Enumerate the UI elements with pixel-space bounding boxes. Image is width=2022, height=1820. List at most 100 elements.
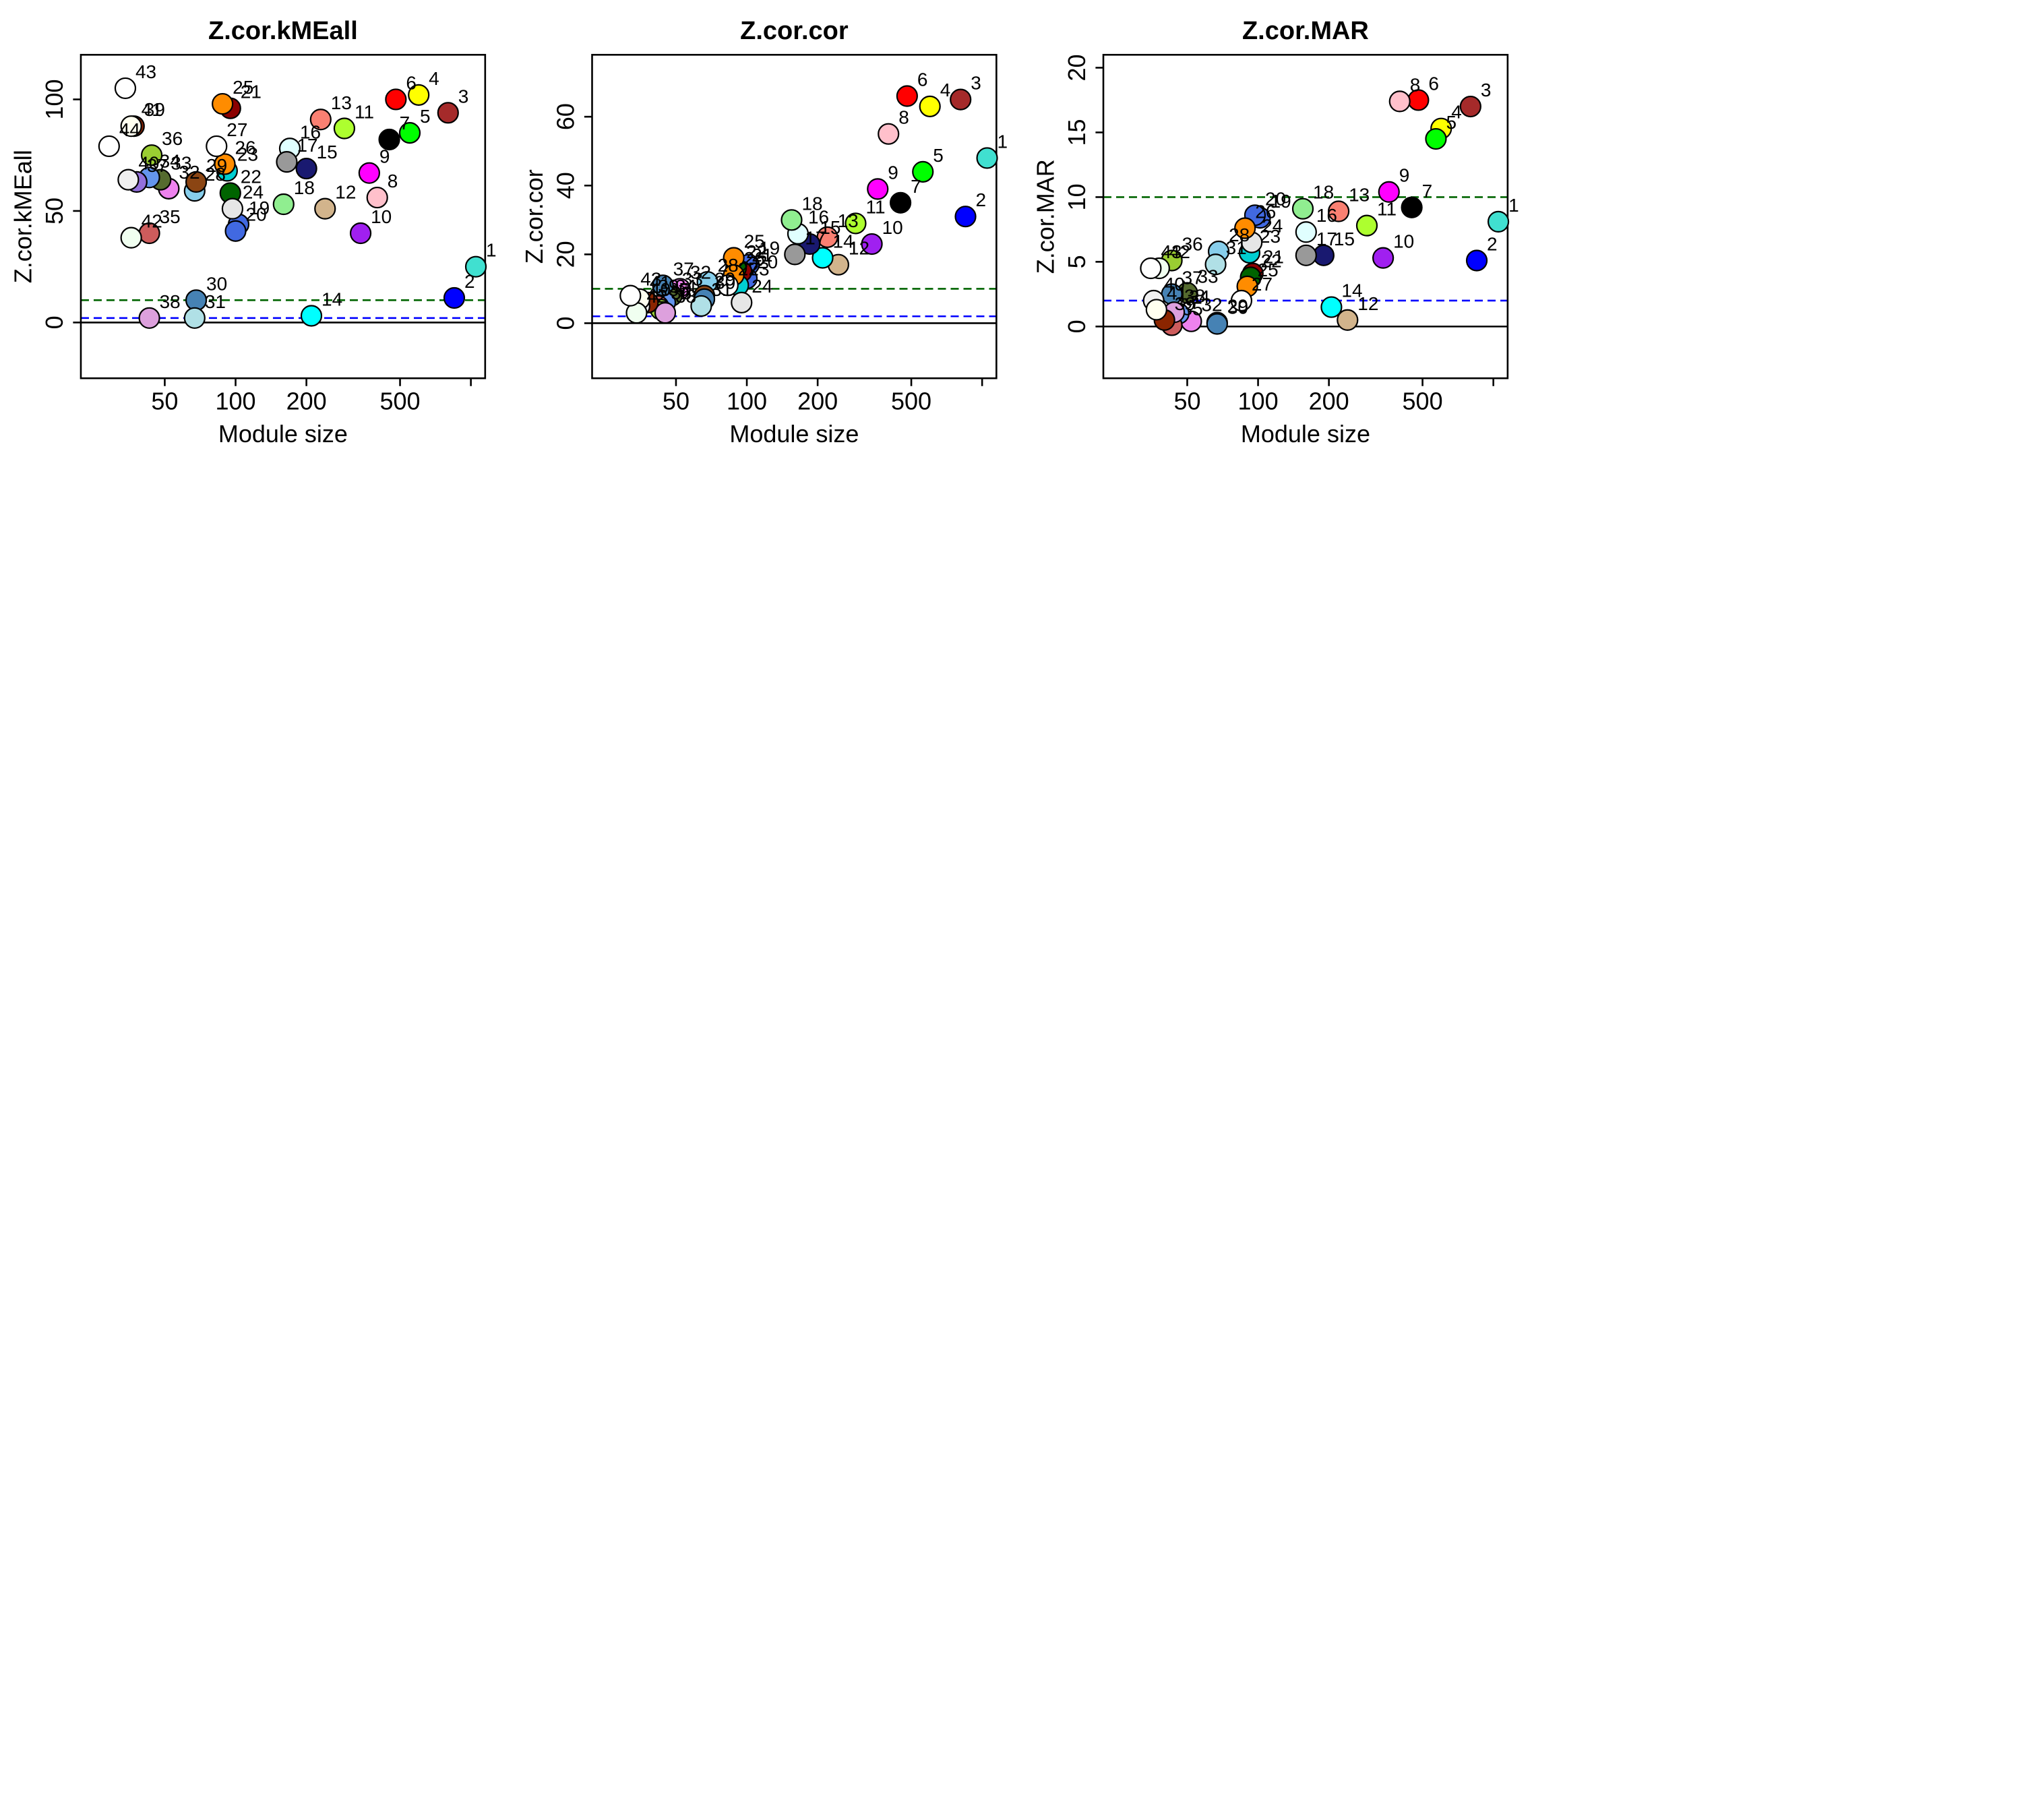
- module-point-16: [1295, 221, 1317, 243]
- module-point-1: [976, 147, 998, 169]
- module-label-23: 23: [237, 144, 258, 164]
- module-label-22: 22: [241, 166, 262, 187]
- module-label-14: 14: [1341, 280, 1362, 301]
- module-label-35: 35: [1182, 298, 1203, 319]
- module-label-27: 27: [1252, 274, 1273, 295]
- module-point-25: [212, 92, 234, 115]
- module-label-6: 6: [1428, 73, 1439, 94]
- x-tick-label: 500: [380, 388, 421, 415]
- module-label-43: 43: [1161, 241, 1182, 262]
- module-label-29: 29: [1227, 296, 1248, 317]
- module-point-29: [185, 171, 208, 193]
- y-tick-label: 20: [1063, 54, 1091, 81]
- module-label-22: 22: [746, 241, 767, 262]
- module-label-7: 7: [911, 176, 921, 197]
- module-point-2: [954, 206, 977, 228]
- module-label-39: 39: [144, 99, 165, 120]
- y-tick-label: 0: [551, 316, 579, 330]
- module-label-29: 29: [206, 155, 227, 176]
- module-point-8: [878, 123, 900, 145]
- module-label-24: 24: [243, 182, 264, 203]
- module-label-21: 21: [241, 82, 262, 102]
- module-label-42: 42: [142, 211, 162, 232]
- module-label-8: 8: [388, 171, 398, 191]
- module-point-7: [889, 191, 912, 214]
- module-point-14: [300, 305, 323, 327]
- module-label-18: 18: [294, 177, 315, 198]
- module-label-23: 23: [748, 258, 769, 279]
- module-label-40: 40: [1164, 274, 1185, 295]
- module-label-27: 27: [226, 119, 247, 140]
- module-label-10: 10: [882, 217, 903, 238]
- module-label-36: 36: [1182, 233, 1203, 254]
- module-label-15: 15: [1334, 229, 1355, 249]
- module-label-5: 5: [1446, 112, 1457, 133]
- module-label-38: 38: [160, 291, 181, 312]
- module-label-3: 3: [1481, 80, 1492, 100]
- x-tick-label: 200: [1309, 388, 1349, 415]
- module-label-23: 23: [1260, 226, 1281, 247]
- module-label-18: 18: [1313, 182, 1334, 203]
- module-point-10: [1372, 247, 1395, 269]
- module-label-16: 16: [300, 121, 321, 142]
- y-tick-label: 5: [1063, 255, 1091, 268]
- module-label-26: 26: [1255, 201, 1276, 222]
- module-point-4: [408, 84, 430, 106]
- y-tick-label: 0: [40, 315, 68, 329]
- module-label-11: 11: [1377, 199, 1397, 220]
- module-label-26: 26: [744, 248, 765, 269]
- module-point-26: [1234, 217, 1256, 239]
- module-point-30: [1206, 313, 1228, 335]
- module-point-15: [295, 157, 317, 180]
- y-tick-label: 100: [40, 79, 68, 119]
- module-label-2: 2: [976, 189, 987, 210]
- y-tick-label: 0: [1063, 320, 1091, 333]
- chart-title: Z.cor.cor: [740, 17, 849, 45]
- y-axis-label: Z.cor.kMEall: [9, 150, 36, 283]
- module-label-32: 32: [690, 262, 711, 282]
- module-label-41: 41: [1167, 282, 1188, 303]
- module-label-37: 37: [147, 155, 168, 176]
- x-tick-label: 200: [286, 388, 327, 415]
- module-label-39: 39: [658, 276, 679, 297]
- module-point-27: [1230, 289, 1253, 312]
- module-point-43: [619, 284, 642, 307]
- module-point-42: [120, 226, 142, 249]
- module-point-10: [349, 222, 372, 245]
- module-point-24: [221, 198, 244, 220]
- module-point-43: [114, 77, 137, 100]
- module-point-4: [919, 95, 941, 117]
- module-point-3: [950, 88, 972, 111]
- module-point-41: [1145, 299, 1167, 321]
- module-point-12: [314, 198, 336, 220]
- module-point-14: [1320, 296, 1343, 318]
- y-axis-label: Z.cor.cor: [520, 169, 548, 264]
- y-axis-label: Z.cor.MAR: [1031, 159, 1059, 274]
- panel-cor: Z.cor.cor 50 100 200 500 Module size 0 20 40 60 Z.…: [520, 17, 1008, 448]
- module-label-13: 13: [838, 210, 859, 231]
- module-point-17: [784, 243, 806, 266]
- module-label-34: 34: [160, 150, 181, 171]
- module-point-1: [1487, 210, 1510, 233]
- module-label-4: 4: [1451, 102, 1462, 123]
- module-label-19: 19: [249, 198, 270, 218]
- module-label-16: 16: [808, 207, 829, 228]
- module-label-25: 25: [1258, 260, 1279, 280]
- module-point-31: [690, 295, 712, 317]
- module-label-33: 33: [171, 153, 191, 174]
- module-label-31: 31: [711, 279, 732, 300]
- module-point-13: [309, 109, 332, 131]
- module-label-31: 31: [205, 291, 226, 312]
- module-label-21: 21: [752, 245, 772, 266]
- module-label-12: 12: [335, 182, 356, 203]
- module-label-3: 3: [971, 73, 981, 94]
- module-label-28: 28: [205, 164, 226, 185]
- module-point-5: [398, 122, 421, 144]
- module-point-9: [867, 178, 889, 200]
- module-point-14: [811, 247, 834, 269]
- module-point-1: [464, 255, 487, 278]
- chart-title: Z.cor.kMEall: [208, 17, 358, 45]
